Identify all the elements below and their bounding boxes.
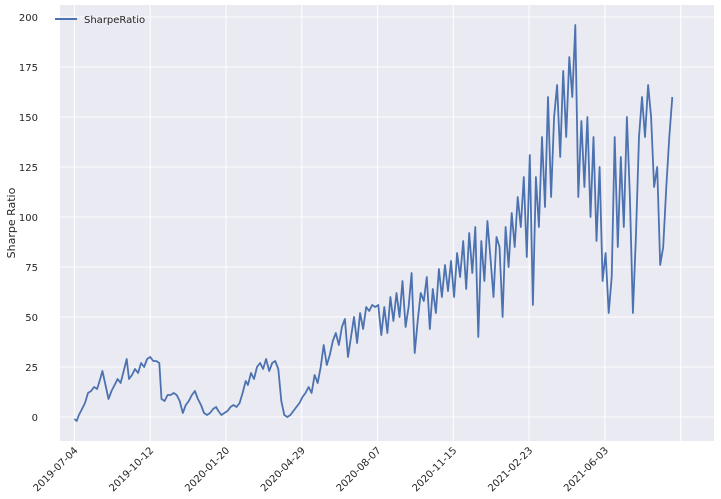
legend-label-sharperatio: SharpeRatio — [84, 15, 145, 26]
y-tick-label: 150 — [19, 113, 38, 124]
x-tick-label: 2021-06-03 — [562, 445, 611, 494]
y-tick-labels: 0 25 50 75 100 125 150 175 200 — [19, 13, 38, 424]
legend: SharpeRatio — [55, 15, 145, 26]
y-tick-label: 0 — [32, 413, 38, 424]
x-tick-label: 2020-11-15 — [411, 445, 460, 494]
y-tick-label: 25 — [25, 363, 38, 374]
y-tick-label: 200 — [19, 13, 38, 24]
y-axis-label: Sharpe Ratio — [5, 187, 18, 258]
x-tick-labels: 2019-07-04 2019-10-12 2020-01-20 2020-04-29… — [32, 445, 611, 494]
x-tick-label: 2020-01-20 — [183, 445, 232, 494]
x-tick-label: 2020-04-29 — [259, 445, 308, 494]
x-tick-label: 2019-10-12 — [107, 445, 156, 494]
x-tick-label: 2021-02-23 — [486, 445, 535, 494]
series-line-sharperatio — [73, 24, 674, 422]
y-tick-label: 75 — [25, 263, 38, 274]
plot-area — [60, 5, 714, 441]
x-tick-label: 2020-08-07 — [335, 445, 384, 494]
y-tick-label: 175 — [19, 63, 38, 74]
y-tick-label: 125 — [19, 163, 38, 174]
y-tick-label: 100 — [19, 213, 38, 224]
x-tick-label: 2019-07-04 — [32, 445, 81, 494]
y-tick-label: 50 — [25, 313, 38, 324]
x-gridlines — [73, 5, 682, 441]
